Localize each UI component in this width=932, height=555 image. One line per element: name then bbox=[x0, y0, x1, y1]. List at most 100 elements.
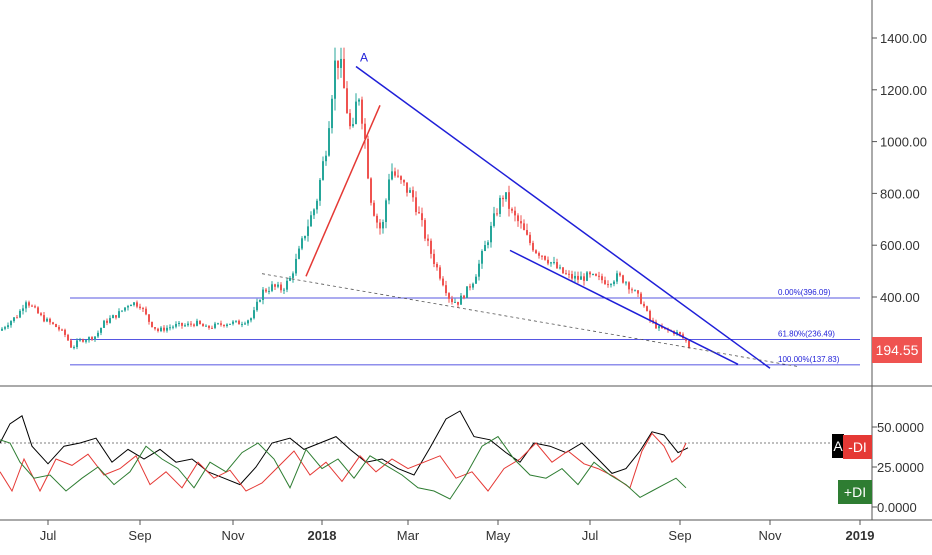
candle-body bbox=[619, 273, 621, 276]
candle-body bbox=[430, 240, 432, 254]
candle-body bbox=[601, 276, 603, 281]
candle-body bbox=[250, 318, 252, 321]
candle-body bbox=[361, 99, 363, 124]
candle-body bbox=[562, 267, 564, 274]
indicator-tick-label: 50.0000 bbox=[877, 420, 924, 435]
candle-body bbox=[457, 301, 459, 305]
candle-body bbox=[643, 303, 645, 307]
candle-body bbox=[343, 58, 345, 89]
candle-body bbox=[553, 262, 555, 264]
candle-body bbox=[370, 178, 372, 203]
fib-level-label: 61.80%(236.49) bbox=[778, 329, 835, 338]
candle-body bbox=[169, 327, 171, 329]
candle-body bbox=[88, 337, 90, 341]
candle-body bbox=[610, 284, 612, 286]
candle-body bbox=[499, 197, 501, 214]
candle-body bbox=[565, 273, 567, 275]
candle-body bbox=[364, 123, 366, 139]
candle-body bbox=[79, 339, 81, 341]
candle-body bbox=[580, 276, 582, 280]
indicator-series-di bbox=[0, 435, 687, 500]
candle-body bbox=[514, 210, 516, 216]
candle-body bbox=[640, 293, 642, 304]
candle-body bbox=[106, 320, 108, 323]
candle-body bbox=[559, 267, 561, 269]
candle-body bbox=[82, 339, 84, 342]
candle-body bbox=[436, 263, 438, 268]
candle-body bbox=[382, 222, 384, 229]
last-price-badge: 194.55 bbox=[872, 337, 922, 363]
dashed-support-line bbox=[261, 273, 801, 368]
candle-body bbox=[391, 171, 393, 180]
candle-body bbox=[163, 327, 165, 331]
candle-body bbox=[28, 302, 30, 306]
candle-body bbox=[586, 272, 588, 281]
candle-body bbox=[469, 286, 471, 288]
candle-body bbox=[337, 60, 339, 68]
candle-body bbox=[607, 284, 609, 286]
candle-body bbox=[4, 327, 6, 329]
price-tick-label: 1000.00 bbox=[880, 135, 927, 150]
candle-body bbox=[658, 326, 660, 329]
candle-body bbox=[193, 324, 195, 326]
fib-level-label: 0.00%(396.09) bbox=[778, 288, 831, 297]
candle-body bbox=[592, 273, 594, 275]
candle-body bbox=[304, 235, 306, 239]
candle-body bbox=[460, 295, 462, 305]
candle-body bbox=[22, 308, 24, 311]
candle-body bbox=[340, 58, 342, 68]
candle-body bbox=[187, 323, 189, 326]
indicator-series-di bbox=[0, 432, 687, 493]
candle-body bbox=[493, 213, 495, 226]
candle-body bbox=[478, 263, 480, 277]
candle-body bbox=[400, 176, 402, 180]
candle-body bbox=[676, 332, 678, 334]
descending-support-line bbox=[509, 249, 739, 366]
candle-body bbox=[7, 325, 9, 328]
candle-body bbox=[271, 284, 273, 291]
candle-body bbox=[379, 222, 381, 229]
candle-body bbox=[529, 234, 531, 243]
time-tick-label: Sep bbox=[668, 528, 691, 543]
candle-body bbox=[418, 212, 420, 214]
candle-body bbox=[253, 310, 255, 319]
candle-body bbox=[475, 276, 477, 284]
candle-body bbox=[232, 321, 234, 324]
candle-body bbox=[157, 328, 159, 331]
candle-body bbox=[313, 209, 315, 216]
candle-body bbox=[433, 253, 435, 264]
candle-body bbox=[448, 293, 450, 299]
candle-body bbox=[550, 262, 552, 264]
time-tick-label: May bbox=[486, 528, 511, 543]
indicator-tick-label: 0.0000 bbox=[877, 500, 917, 515]
candle-body bbox=[262, 289, 264, 301]
candle-body bbox=[85, 340, 87, 342]
candle-body bbox=[358, 99, 360, 102]
candle-body bbox=[388, 179, 390, 201]
candle-body bbox=[415, 197, 417, 213]
candle-body bbox=[508, 192, 510, 209]
candle-body bbox=[268, 290, 270, 292]
time-tick-label: Mar bbox=[397, 528, 420, 543]
candle-body bbox=[427, 238, 429, 241]
candle-body bbox=[637, 290, 639, 294]
candle-body bbox=[94, 336, 96, 340]
candle-body bbox=[151, 321, 153, 328]
candle-body bbox=[220, 323, 222, 325]
candle-body bbox=[490, 225, 492, 243]
candle-body bbox=[511, 208, 513, 211]
candle-body bbox=[205, 325, 207, 327]
candle-body bbox=[319, 179, 321, 201]
candle-body bbox=[328, 128, 330, 156]
candle-body bbox=[373, 202, 375, 216]
candle-body bbox=[634, 290, 636, 292]
price-tick-label: 400.00 bbox=[880, 290, 920, 305]
candle-body bbox=[46, 318, 48, 322]
candle-body bbox=[310, 215, 312, 227]
candle-body bbox=[613, 281, 615, 285]
candle-body bbox=[544, 255, 546, 260]
price-tick-label: 1200.00 bbox=[880, 83, 927, 98]
candle-body bbox=[439, 267, 441, 279]
